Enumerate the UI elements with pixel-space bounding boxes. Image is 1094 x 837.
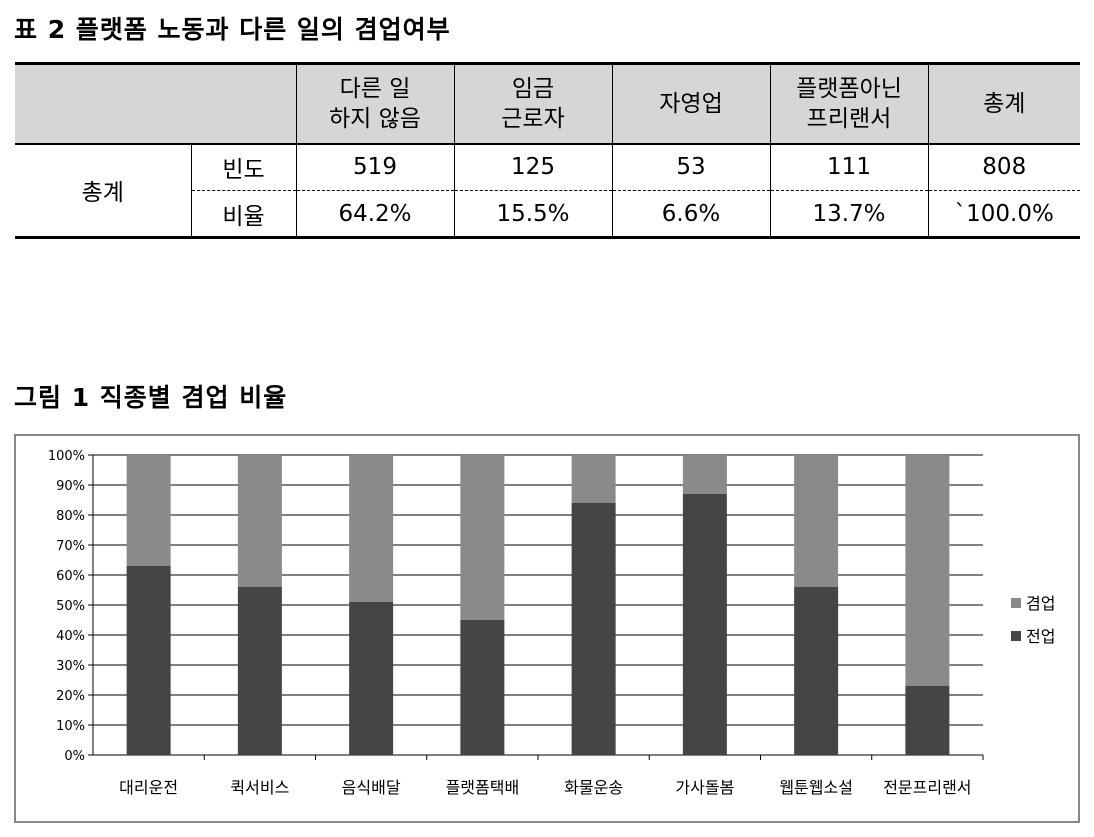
legend-label: 전업 (1026, 627, 1055, 646)
y-tick-label: 50% (56, 599, 85, 614)
header-cell: 총계 (927, 62, 1080, 145)
y-tick-label: 40% (56, 629, 85, 644)
table-cell: 6.6% (611, 190, 770, 239)
y-tick-label: 90% (56, 479, 85, 494)
header-cell: 자영업 (611, 62, 770, 145)
row-label: 빈도 (190, 143, 296, 191)
row-group-label: 총계 (15, 143, 191, 239)
bar-segment (905, 455, 950, 686)
header-label: 자영업 (659, 90, 723, 117)
y-tick-label: 20% (56, 689, 85, 704)
x-tick-label: 퀵서비스 (230, 778, 289, 797)
bar-segment (349, 602, 394, 755)
x-tick-label: 플랫폼택배 (446, 778, 520, 797)
x-tick-label: 전문프리랜서 (883, 778, 971, 797)
figure-caption: 그림 1 직종별 겸업 비율 (14, 383, 288, 412)
legend-swatch (1011, 598, 1021, 608)
row-label: 비율 (190, 190, 296, 239)
header-label: 플랫폼아닌 프리랜서 (796, 75, 902, 132)
table-cell: 15.5% (453, 190, 612, 239)
table-cell: 808 (927, 143, 1080, 191)
header-blank (15, 62, 296, 145)
legend-swatch (1011, 631, 1021, 641)
header-label: 총계 (983, 90, 1026, 117)
header-cell: 임금 근로자 (453, 62, 612, 145)
table-cell: 64.2% (295, 190, 454, 239)
bar-segment (460, 620, 505, 755)
table-cell: 13.7% (769, 190, 928, 239)
y-tick-label: 80% (56, 509, 85, 524)
x-tick-label: 음식배달 (342, 778, 401, 797)
y-tick-label: 100% (48, 449, 85, 464)
bar-segment (571, 455, 616, 503)
header-label: 다른 일 하지 않음 (329, 75, 421, 132)
header-cell: 플랫폼아닌 프리랜서 (769, 62, 928, 145)
header-label: 임금 근로자 (501, 75, 565, 132)
bar-segment (237, 587, 282, 755)
x-tick-label: 웹툰웹소설 (779, 778, 853, 797)
table-cell: 53 (611, 143, 770, 191)
y-tick-label: 0% (64, 749, 85, 764)
table-cell: 111 (769, 143, 928, 191)
y-tick-label: 30% (56, 659, 85, 674)
x-tick-label: 대리운전 (119, 778, 178, 797)
bar-segment (682, 494, 727, 755)
table-cell: 125 (453, 143, 612, 191)
table-row: 총계 빈도 519 125 53 111 808 (15, 143, 1080, 239)
y-tick-label: 70% (56, 539, 85, 554)
table-caption: 표 2 플랫폼 노동과 다른 일의 겸업여부 (14, 15, 451, 44)
table-row: 비율 64.2% 15.5% 6.6% 13.7% `100.0% (15, 190, 1080, 239)
stacked-bar-chart: 0% 10% 20% 30% 40% 50% 60% 70% 80% 90% 100% 대리운전 퀵서비… (48, 449, 1056, 797)
header-cell: 다른 일 하지 않음 (295, 62, 454, 145)
bar-segment (794, 587, 839, 755)
bar-segment (126, 566, 171, 755)
x-tick-label: 가사돌봄 (675, 778, 734, 797)
table-header-row: 다른 일 하지 않음 임금 근로자 자영업 플랫폼아닌 프리랜서 총계 (15, 62, 1080, 145)
table-cell: `100.0% (927, 190, 1080, 239)
stats-table: 다른 일 하지 않음 임금 근로자 자영업 플랫폼아닌 프리랜서 총계 총계 빈도 5… (15, 62, 1080, 239)
bar-segment (126, 455, 171, 566)
bar-segment (460, 455, 505, 620)
bar-segment (349, 455, 394, 602)
x-tick-label: 화물운송 (564, 778, 623, 797)
bar-segment (237, 455, 282, 587)
bar-segment (905, 686, 950, 755)
chart-frame: 0% 10% 20% 30% 40% 50% 60% 70% 80% 90% 100% 대리운전 퀵서비… (14, 434, 1080, 823)
bar-segment (682, 455, 727, 494)
bar-segment (571, 503, 616, 755)
table-cell: 519 (295, 143, 454, 191)
y-tick-label: 60% (56, 569, 85, 584)
legend-label: 겸업 (1026, 594, 1055, 613)
bar-segment (794, 455, 839, 587)
y-tick-label: 10% (56, 719, 85, 734)
